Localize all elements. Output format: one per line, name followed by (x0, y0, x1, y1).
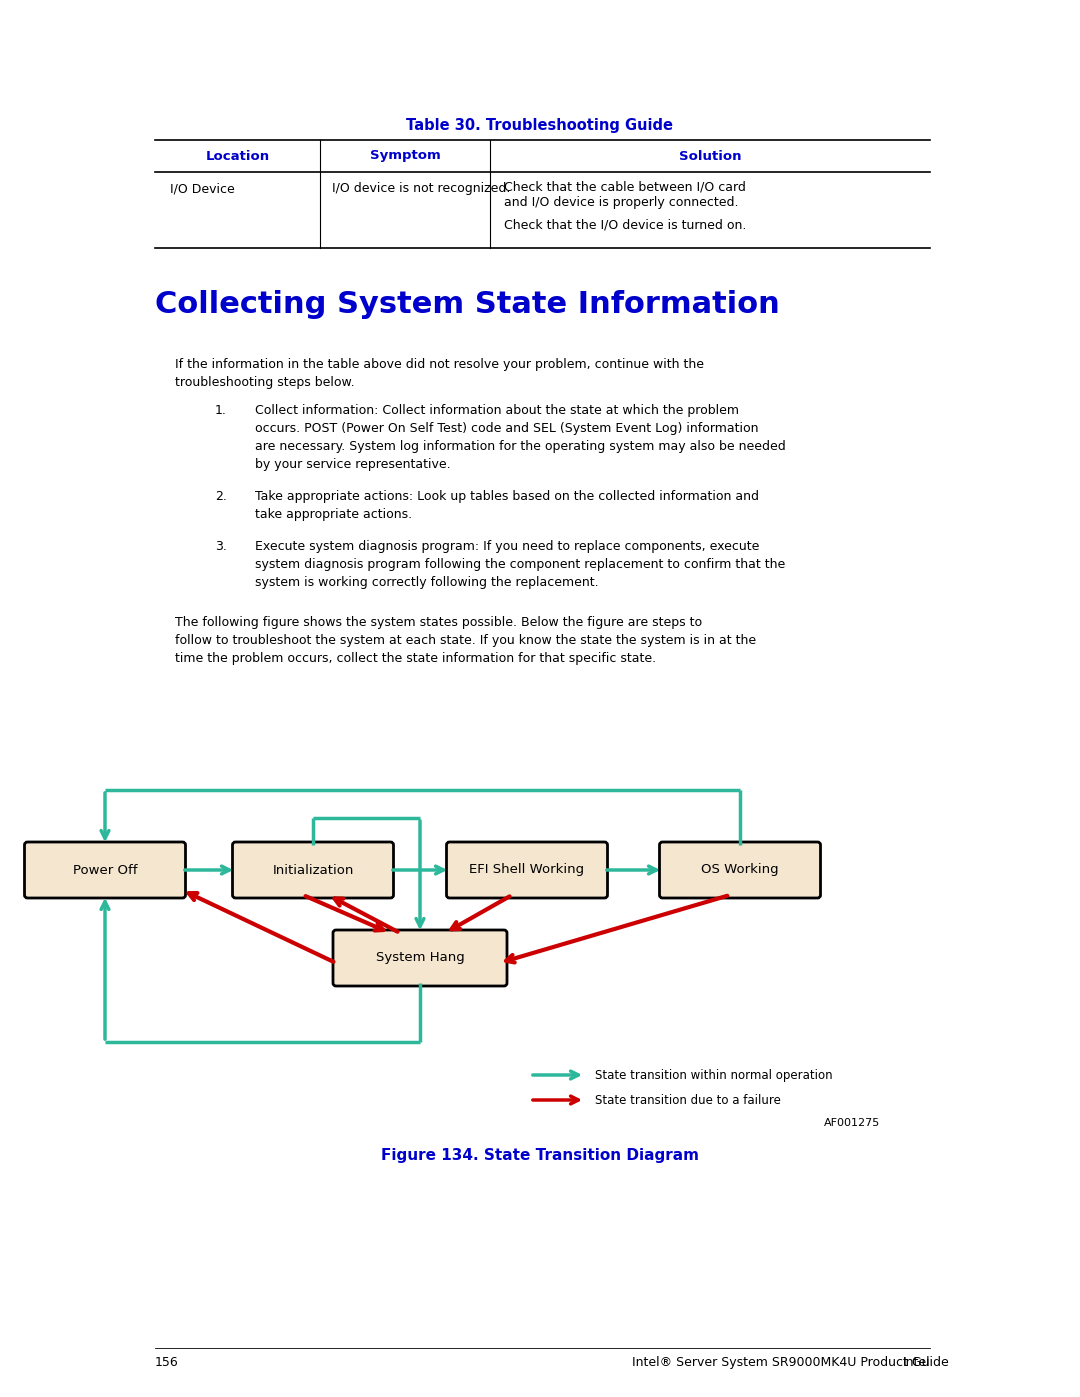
Text: 156: 156 (156, 1356, 179, 1369)
Text: troubleshooting steps below.: troubleshooting steps below. (175, 376, 354, 388)
Text: are necessary. System log information for the operating system may also be neede: are necessary. System log information fo… (255, 440, 786, 453)
Text: 2.: 2. (215, 490, 227, 503)
Text: The following figure shows the system states possible. Below the figure are step: The following figure shows the system st… (175, 616, 702, 629)
Text: State transition due to a failure: State transition due to a failure (595, 1094, 781, 1106)
Text: Intel: Intel (903, 1356, 930, 1369)
Text: State transition within normal operation: State transition within normal operation (595, 1069, 833, 1081)
Text: Initialization: Initialization (272, 863, 353, 876)
Text: EFI Shell Working: EFI Shell Working (470, 863, 584, 876)
FancyBboxPatch shape (232, 842, 393, 898)
Text: AF001275: AF001275 (824, 1118, 880, 1127)
Text: take appropriate actions.: take appropriate actions. (255, 509, 413, 521)
FancyBboxPatch shape (333, 930, 507, 986)
Text: Collecting System State Information: Collecting System State Information (156, 291, 780, 319)
Text: occurs. POST (Power On Self Test) code and SEL (System Event Log) information: occurs. POST (Power On Self Test) code a… (255, 422, 758, 434)
Text: 1.: 1. (215, 404, 227, 416)
Text: OS Working: OS Working (701, 863, 779, 876)
Text: Check that the cable between I/O card: Check that the cable between I/O card (504, 180, 746, 193)
Text: 3.: 3. (215, 541, 227, 553)
Text: by your service representative.: by your service representative. (255, 458, 450, 471)
Text: Figure 134. State Transition Diagram: Figure 134. State Transition Diagram (381, 1148, 699, 1162)
Text: I/O Device: I/O Device (170, 182, 234, 196)
FancyBboxPatch shape (660, 842, 821, 898)
Text: system diagnosis program following the component replacement to confirm that the: system diagnosis program following the c… (255, 557, 785, 571)
Text: Symptom: Symptom (369, 149, 441, 162)
Text: system is working correctly following the replacement.: system is working correctly following th… (255, 576, 598, 590)
Text: Table 30. Troubleshooting Guide: Table 30. Troubleshooting Guide (406, 117, 674, 133)
Text: If the information in the table above did not resolve your problem, continue wit: If the information in the table above di… (175, 358, 704, 372)
FancyBboxPatch shape (446, 842, 607, 898)
Text: Check that the I/O device is turned on.: Check that the I/O device is turned on. (504, 218, 746, 231)
Text: I/O device is not recognized.: I/O device is not recognized. (332, 182, 511, 196)
Text: Execute system diagnosis program: If you need to replace components, execute: Execute system diagnosis program: If you… (255, 541, 759, 553)
Text: System Hang: System Hang (376, 951, 464, 964)
Text: Location: Location (205, 149, 270, 162)
Text: Intel® Server System SR9000MK4U Product Guide: Intel® Server System SR9000MK4U Product … (632, 1356, 948, 1369)
Text: Collect information: Collect information about the state at which the problem: Collect information: Collect information… (255, 404, 739, 416)
Text: follow to troubleshoot the system at each state. If you know the state the syste: follow to troubleshoot the system at eac… (175, 634, 756, 647)
FancyBboxPatch shape (25, 842, 186, 898)
Text: time the problem occurs, collect the state information for that specific state.: time the problem occurs, collect the sta… (175, 652, 657, 665)
Text: Power Off: Power Off (72, 863, 137, 876)
Text: and I/O device is properly connected.: and I/O device is properly connected. (504, 196, 739, 210)
Text: Take appropriate actions: Look up tables based on the collected information and: Take appropriate actions: Look up tables… (255, 490, 759, 503)
Text: Solution: Solution (678, 149, 741, 162)
